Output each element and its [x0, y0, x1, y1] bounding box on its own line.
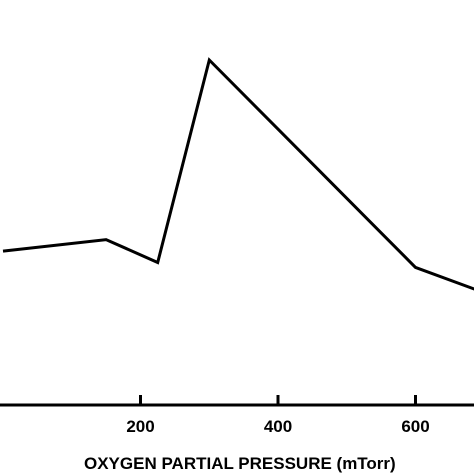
x-axis-ticks [139, 395, 417, 405]
series-line [2, 57, 474, 291]
x-tick-label-400: 400 [264, 417, 292, 436]
x-tick-label-200: 200 [126, 417, 154, 436]
x-axis-title: OXYGEN PARTIAL PRESSURE (mTorr) [84, 454, 396, 473]
x-axis-tick-labels: 200400600800 [126, 417, 429, 436]
x-tick-label-600: 600 [401, 417, 429, 436]
